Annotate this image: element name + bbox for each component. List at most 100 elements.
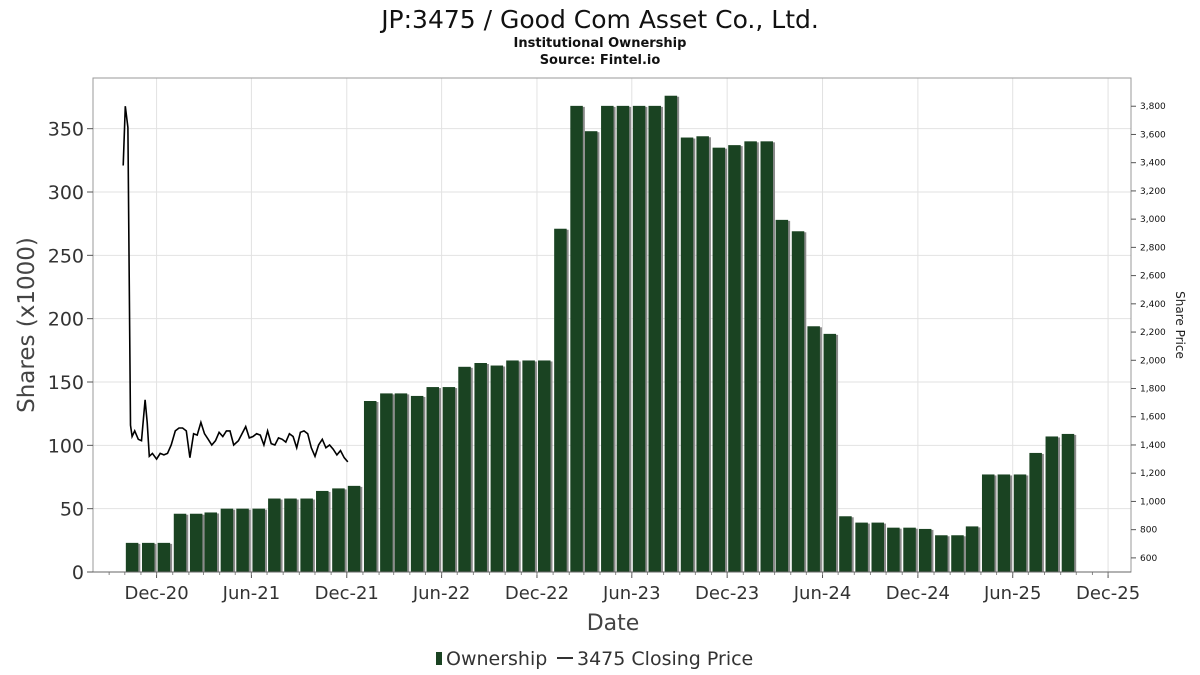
x-tick-label: Dec-23 — [695, 583, 759, 604]
ownership-bar — [871, 522, 885, 572]
ownership-bar — [189, 513, 203, 572]
legend-ownership-label: Ownership — [446, 648, 547, 670]
ownership-bar — [173, 513, 187, 572]
y-tick-label: 300 — [48, 182, 84, 204]
legend-ownership-swatch — [436, 652, 442, 665]
ownership-bar — [918, 528, 932, 572]
x-tick-label: Jun-23 — [602, 583, 661, 604]
ownership-bar — [616, 105, 630, 572]
y-tick-label: 200 — [48, 309, 84, 331]
ownership-bar — [775, 219, 789, 572]
ownership-bar — [823, 333, 837, 572]
ownership-bar — [664, 95, 678, 572]
ownership-bar — [951, 535, 964, 572]
x-tick-label: Jun-22 — [412, 583, 471, 604]
ownership-bar — [347, 485, 361, 572]
ownership-bar — [728, 145, 741, 572]
ownership-bar — [632, 105, 646, 572]
y-tick-label: 250 — [48, 245, 84, 267]
ownership-bar — [157, 542, 171, 572]
x-tick-label: Dec-21 — [315, 583, 379, 604]
ownership-bar — [648, 105, 661, 572]
ownership-bar — [839, 516, 852, 572]
ownership-bar — [380, 393, 393, 572]
ownership-bar — [744, 141, 757, 573]
y2-tick-label: 3,000 — [1140, 215, 1166, 225]
y2-tick-label: 2,400 — [1140, 300, 1166, 310]
price-line-group — [122, 106, 349, 463]
ownership-bar — [1029, 452, 1042, 572]
chart-title: JP:3475 / Good Com Asset Co., Ltd. — [379, 5, 819, 34]
ownership-bar — [570, 105, 583, 572]
chart-subtitle: Institutional Ownership — [514, 36, 687, 51]
ownership-bar — [506, 360, 519, 572]
x-axis-label: Date — [587, 611, 640, 636]
ownership-bar — [584, 131, 598, 572]
y2-tick-label: 1,400 — [1140, 441, 1166, 451]
ownership-bar — [332, 488, 345, 572]
y2-tick-label: 3,600 — [1140, 130, 1166, 140]
x-tick-label: Dec-25 — [1076, 583, 1140, 604]
x-tick-label: Dec-22 — [505, 583, 569, 604]
ownership-bar — [394, 393, 408, 572]
y2-tick-label: 1,000 — [1140, 497, 1166, 507]
y2-tick-label: 3,400 — [1140, 159, 1166, 169]
ownership-bar — [1061, 433, 1075, 572]
ownership-bar — [855, 522, 868, 572]
ownership-bar — [316, 490, 329, 572]
y-tick-label: 0 — [72, 562, 84, 584]
y2-tick-label: 3,200 — [1140, 187, 1166, 197]
ownership-bar — [997, 474, 1011, 572]
y2-axis-label: Share Price — [1173, 291, 1187, 359]
ownership-bar — [522, 360, 535, 572]
x-tick-label: Jun-25 — [983, 583, 1042, 604]
y-axis-label: Shares (x1000) — [14, 237, 40, 413]
x-tick-label: Dec-24 — [886, 583, 950, 604]
ownership-bar — [935, 535, 948, 572]
ownership-bar — [538, 360, 551, 572]
ownership-bar — [601, 105, 614, 572]
y2-tick-label: 2,600 — [1140, 272, 1166, 282]
y2-tick-label: 1,200 — [1140, 469, 1166, 479]
ownership-bar — [458, 366, 471, 572]
ownership-bar — [204, 512, 218, 572]
y2-tick-label: 2,800 — [1140, 243, 1166, 253]
ownership-bar — [268, 498, 281, 572]
ownership-bar — [554, 228, 567, 572]
ownership-bar — [696, 136, 709, 572]
ownership-bar — [680, 137, 694, 573]
ownership-bar — [903, 527, 916, 572]
legend: Ownership 3475 Closing Price — [436, 648, 753, 670]
ownership-bar — [284, 498, 297, 572]
legend-price-label: 3475 Closing Price — [577, 648, 753, 670]
y2-tick-label: 1,600 — [1140, 413, 1166, 423]
ownership-bar — [474, 363, 487, 572]
ownership-bar — [712, 147, 726, 572]
y-tick-label: 150 — [48, 372, 84, 394]
axes: Dec-20 Jun-21 Dec-21 Jun-22 Dec-22 Jun-23 Dec-… — [48, 102, 1166, 604]
ownership-bar — [442, 387, 456, 572]
ownership-bar — [410, 395, 424, 572]
y-tick-label: 100 — [48, 435, 84, 457]
y-tick-label: 350 — [48, 119, 84, 141]
ownership-bar — [490, 365, 504, 572]
y2-tick-label: 2,200 — [1140, 328, 1166, 338]
ownership-bar — [125, 542, 139, 572]
y2-tick-label: 1,800 — [1140, 385, 1166, 395]
ownership-bar — [807, 326, 820, 572]
ownership-bar — [236, 508, 249, 572]
price-line — [122, 106, 349, 463]
ownership-bar — [220, 508, 234, 572]
chart-source: Source: Fintel.io — [540, 53, 661, 68]
ownership-bar — [426, 387, 439, 572]
ownership-bar — [965, 526, 979, 572]
ownership-bar — [1045, 436, 1059, 572]
ownership-bar — [300, 498, 313, 572]
y-tick-label: 50 — [60, 499, 84, 521]
y2-tick-label: 800 — [1140, 526, 1157, 536]
ownership-bar — [791, 231, 805, 572]
ownership-bar — [1013, 474, 1027, 572]
ownership-bar — [981, 474, 995, 572]
y2-tick-label: 3,800 — [1140, 102, 1166, 112]
y2-tick-label: 2,000 — [1140, 356, 1166, 366]
